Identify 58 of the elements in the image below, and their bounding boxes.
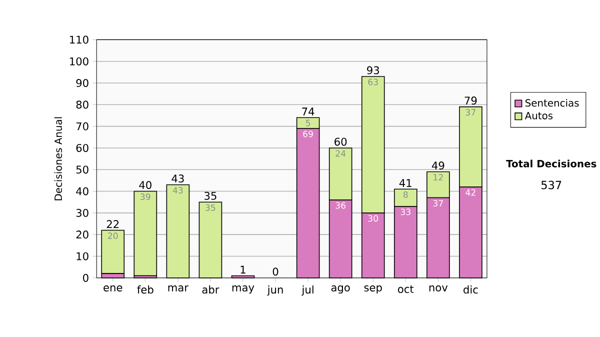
legend-label: Sentencias <box>525 98 579 106</box>
y-tick-label: 30 <box>76 208 88 217</box>
y-tick-label: 70 <box>76 122 88 130</box>
y-tick-label: 80 <box>76 100 88 108</box>
y-tick-label: 110 <box>70 35 88 44</box>
total-label: 35 <box>204 192 216 200</box>
data-label: 35 <box>206 204 216 211</box>
x-tick-label: jul <box>302 285 314 296</box>
x-tick-label: nov <box>429 285 448 292</box>
data-label: 69 <box>303 130 313 138</box>
x-tick-label: oct <box>398 285 414 293</box>
text: Total Decisiones <box>506 160 596 168</box>
x-tick-label: ago <box>331 285 350 294</box>
y-tick-label: 10 <box>76 252 88 260</box>
y-tick-label: 60 <box>76 144 88 152</box>
data-label: 12 <box>434 174 443 180</box>
total-label: 41 <box>399 178 412 187</box>
data-label: 37 <box>466 108 476 116</box>
x-tick-label: jun <box>267 285 283 296</box>
data-label: 37 <box>433 200 443 206</box>
total-label: 74 <box>302 107 314 116</box>
y-axis-title: Decisiones Anual <box>54 117 62 200</box>
total-label: 49 <box>432 161 444 170</box>
data-label: 5 <box>306 120 310 126</box>
text: 537 <box>542 180 562 190</box>
total-label: 40 <box>139 180 152 189</box>
x-tick-label: may <box>232 285 254 294</box>
x-tick-label: dic <box>464 285 478 294</box>
data-label: 43 <box>172 186 183 194</box>
x-tick-label: mar <box>168 285 189 292</box>
total-label: 93 <box>367 66 379 74</box>
y-tick-label: 90 <box>76 78 88 87</box>
total-label: 60 <box>334 137 347 146</box>
total-label: 43 <box>172 174 184 182</box>
data-label: 33 <box>400 208 410 215</box>
bar <box>134 190 158 276</box>
y-tick-label: 40 <box>76 187 88 196</box>
y-tick-label: 100 <box>70 57 88 66</box>
total-label: 0 <box>272 267 278 276</box>
data-label: 20 <box>108 232 118 239</box>
data-label: 63 <box>368 78 378 86</box>
x-tick-label: abr <box>202 285 220 294</box>
data-label: 8 <box>403 191 408 198</box>
y-tick-label: 0 <box>83 274 88 282</box>
y-tick-label: 50 <box>76 165 88 174</box>
data-label: 24 <box>336 150 346 156</box>
y-tick-label: 20 <box>76 230 88 238</box>
total-label: 1 <box>240 266 246 274</box>
data-label: 42 <box>466 188 476 196</box>
total-label: 79 <box>464 96 477 104</box>
x-tick-label: ene <box>104 285 122 292</box>
data-label: 30 <box>368 214 378 222</box>
data-label: 39 <box>140 193 150 200</box>
legend-label: Autos <box>524 112 553 120</box>
total-label: 22 <box>106 220 119 228</box>
x-tick-label: sep <box>364 285 382 294</box>
x-tick-label: feb <box>137 285 154 294</box>
data-label: 36 <box>336 202 346 208</box>
